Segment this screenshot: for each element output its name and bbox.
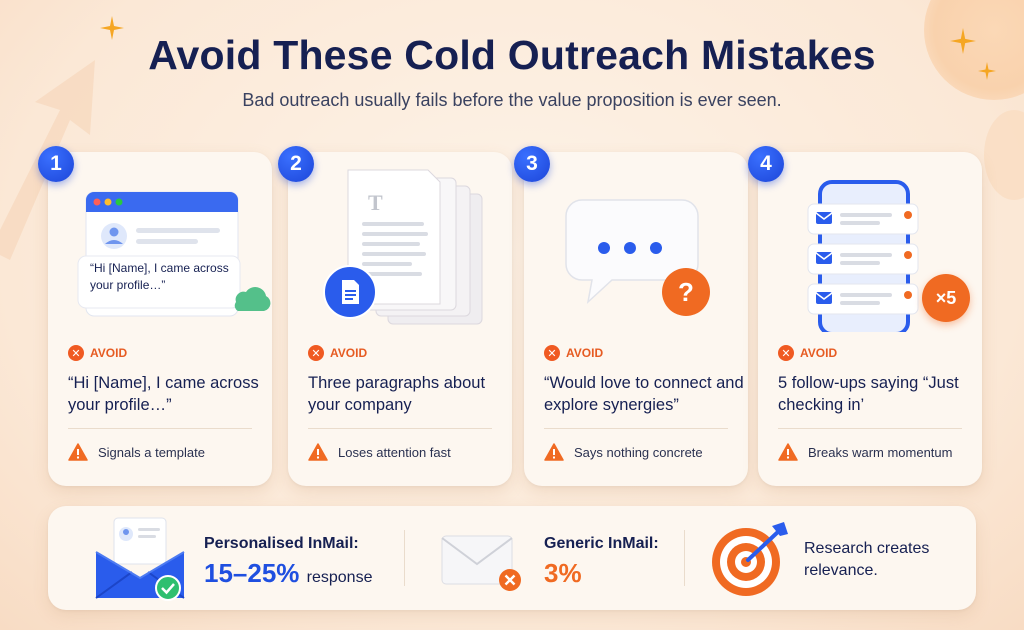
long-document-illustration: T (288, 152, 512, 332)
personalised-inmail-value: 15–25% response (204, 558, 372, 589)
close-icon: ✕ (308, 345, 324, 361)
chat-bubble-illustration: ? (524, 152, 748, 332)
generic-envelope-icon (441, 535, 521, 591)
warning-icon (68, 443, 88, 461)
svg-text:T: T (368, 190, 383, 215)
browser-template-illustration (48, 152, 272, 332)
warning-icon (778, 443, 798, 461)
background-circle-decoration (984, 110, 1024, 200)
phone-followups-illustration (758, 152, 982, 336)
warning-icon (308, 443, 328, 461)
mistake-card-1: “Hi [Name], I came across your profile…”… (38, 146, 272, 486)
close-icon: ✕ (544, 345, 560, 361)
generic-inmail-label: Generic InMail: (544, 535, 659, 552)
personalised-rate: 15–25% (204, 558, 300, 588)
sparkle-icon (100, 16, 124, 40)
close-icon: ✕ (68, 345, 84, 361)
svg-text:?: ? (678, 277, 694, 307)
avoid-label: ✕ AVOID (778, 345, 837, 361)
page-title: Avoid These Cold Outreach Mistakes (148, 32, 876, 78)
avoid-text: AVOID (330, 346, 368, 360)
mistake-text: “Hi [Name], I came across your profile…” (68, 374, 259, 414)
close-icon: ✕ (778, 345, 794, 361)
effect-text: Signals a template (98, 444, 205, 460)
page-subtitle: Bad outreach usually fails before the va… (242, 90, 782, 110)
generic-inmail-value: 3% (544, 558, 582, 588)
effect-row: Breaks warm momentum (778, 443, 952, 461)
effect-row: Loses attention fast (308, 443, 451, 461)
sparkle-icon (978, 62, 996, 80)
divider (308, 428, 492, 429)
effect-text: Says nothing concrete (574, 444, 703, 460)
target-icon (712, 522, 788, 596)
step-number-badge: 3 (514, 146, 550, 182)
stats-panel: Personalised InMail: 15–25% response Gen… (48, 506, 976, 610)
avoid-text: AVOID (90, 346, 128, 360)
mistake-card-4: ×5 4 ✕ AVOID 5 follow-ups saying “Just c… (748, 146, 982, 486)
effect-row: Signals a template (68, 443, 205, 461)
mistake-text: 5 follow-ups saying “Just checking in’ (778, 374, 959, 414)
personalised-inmail-label: Personalised InMail: (204, 535, 359, 552)
effect-row: Says nothing concrete (544, 443, 703, 461)
avoid-label: ✕ AVOID (544, 345, 603, 361)
step-number-badge: 2 (278, 146, 314, 182)
avoid-text: AVOID (566, 346, 604, 360)
effect-text: Loses attention fast (338, 444, 451, 460)
effect-text: Breaks warm momentum (808, 444, 953, 460)
mistake-card-3: ? 3 ✕ AVOID “Would love to connect and e… (514, 146, 748, 486)
count-badge: ×5 (922, 274, 970, 322)
sparkle-icon (950, 28, 976, 54)
avoid-label: ✕ AVOID (308, 345, 367, 361)
divider (404, 530, 405, 586)
step-number-badge: 1 (38, 146, 74, 182)
divider (68, 428, 252, 429)
mistake-card-2: T 2 ✕ AVOID Three paragraphs about your … (278, 146, 512, 486)
research-text: Research creates relevance. (804, 540, 930, 579)
warning-icon (544, 443, 564, 461)
divider (684, 530, 685, 586)
divider (544, 428, 728, 429)
personalised-suffix: response (306, 569, 373, 586)
template-message-bubble: “Hi [Name], I came across your profile…” (90, 261, 229, 292)
avoid-text: AVOID (800, 346, 838, 360)
mistake-text: “Would love to connect and explore syner… (544, 374, 744, 414)
step-number-badge: 4 (748, 146, 784, 182)
divider (778, 428, 962, 429)
avoid-label: ✕ AVOID (68, 345, 127, 361)
personalised-envelope-icon (95, 517, 185, 601)
mistake-text: Three paragraphs about your company (308, 374, 486, 414)
